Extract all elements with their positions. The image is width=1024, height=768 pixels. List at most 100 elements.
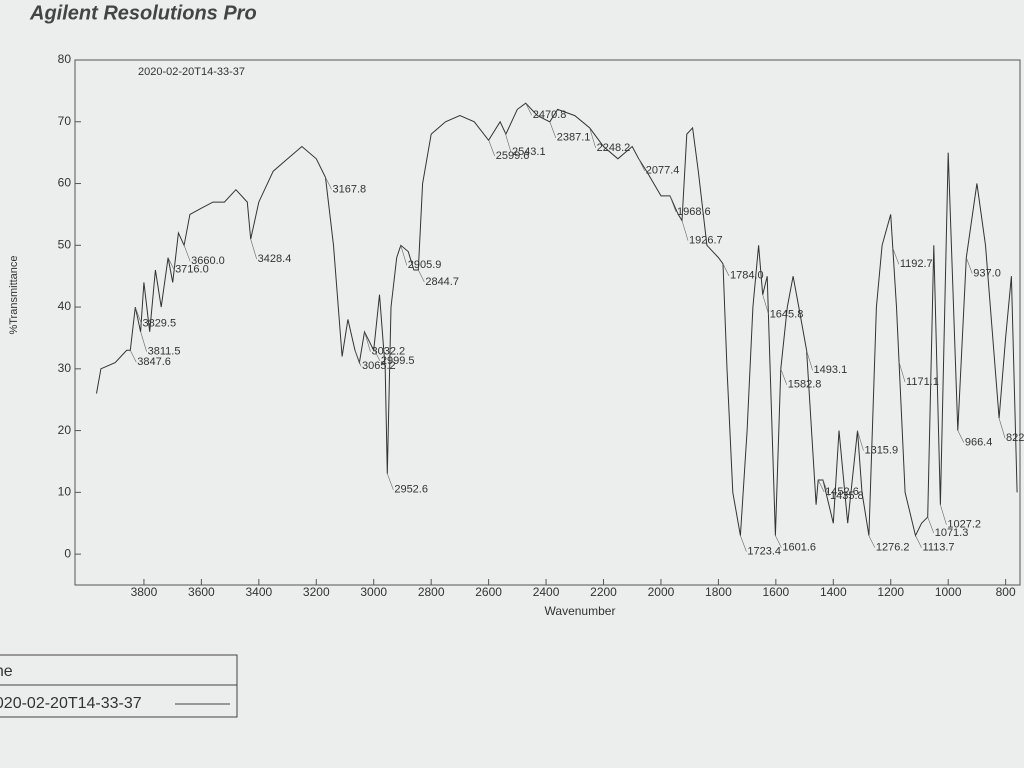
peak-leader xyxy=(589,127,596,149)
y-axis-label: %Transmittance xyxy=(8,255,20,334)
peak-leader xyxy=(898,361,906,383)
y-tick-label: 40 xyxy=(58,299,72,313)
peak-label: 2470.8 xyxy=(533,109,567,121)
peak-label: 1276.2 xyxy=(876,541,910,553)
peak-label: 1452.6 xyxy=(825,486,859,498)
peak-label: 1784.0 xyxy=(730,270,764,282)
x-tick-label: 3800 xyxy=(131,585,158,599)
x-tick-label: 3200 xyxy=(303,585,330,599)
x-tick-label: 1200 xyxy=(877,585,904,599)
peak-label: 1315.9 xyxy=(864,444,898,456)
y-tick-label: 80 xyxy=(58,52,72,66)
x-tick-label: 1600 xyxy=(762,585,789,599)
peak-leader xyxy=(373,348,381,362)
peak-label: 2952.6 xyxy=(394,484,428,496)
peak-leader xyxy=(167,257,175,270)
peak-label: 3847.6 xyxy=(137,356,171,368)
peak-leader xyxy=(364,331,371,352)
peak-leader xyxy=(762,294,769,315)
peak-leader xyxy=(722,263,730,276)
peak-label: 1113.7 xyxy=(923,541,955,553)
y-tick-label: 50 xyxy=(58,237,72,251)
peak-label: 1027.2 xyxy=(947,519,981,531)
spectrum-line xyxy=(96,102,1018,538)
peak-leader xyxy=(940,504,947,525)
peak-leader xyxy=(957,430,965,443)
y-tick-label: 70 xyxy=(58,114,72,128)
x-tick-label: 3400 xyxy=(245,585,272,599)
peak-label: 3811.5 xyxy=(148,346,181,358)
table-cell: 2020-02-20T14-33-37 xyxy=(0,695,142,712)
peak-label: 3660.0 xyxy=(191,255,225,267)
peak-leader xyxy=(418,269,425,283)
peak-label: 1926.7 xyxy=(689,234,723,246)
x-tick-label: 2400 xyxy=(533,585,560,599)
peak-leader xyxy=(775,535,782,548)
peak-leader xyxy=(998,418,1006,439)
peak-leader xyxy=(135,307,142,324)
peak-leader xyxy=(857,430,864,451)
peak-leader xyxy=(868,535,876,548)
peak-leader xyxy=(638,158,645,171)
peak-leader xyxy=(822,479,830,497)
peak-leader xyxy=(488,140,496,157)
plot-frame xyxy=(74,59,1021,586)
peak-label: 1723.4 xyxy=(747,545,781,557)
peak-label: 2248.2 xyxy=(597,142,631,154)
peak-leader xyxy=(740,535,747,552)
x-tick-label: 2600 xyxy=(475,585,502,599)
y-tick-label: 10 xyxy=(58,485,72,499)
x-tick-label: 1000 xyxy=(935,585,962,599)
peak-label: 2387.1 xyxy=(557,132,591,144)
peak-label: 2905.9 xyxy=(408,259,442,271)
peak-label: 1435.8 xyxy=(830,490,864,502)
peak-leader xyxy=(354,350,362,367)
y-tick-label: 60 xyxy=(58,176,72,190)
peak-label: 2599.6 xyxy=(496,150,530,162)
peak-label: 1192.7 xyxy=(900,258,933,270)
peak-leader xyxy=(525,103,532,116)
x-tick-label: 3600 xyxy=(188,585,215,599)
peak-label: 2844.7 xyxy=(425,276,459,288)
x-tick-label: 2200 xyxy=(590,585,617,599)
peak-label: 3428.4 xyxy=(258,253,292,265)
peak-leader xyxy=(250,239,257,260)
peak-leader xyxy=(129,350,137,363)
peak-leader xyxy=(927,516,934,534)
peak-label: 3829.5 xyxy=(142,318,176,330)
peak-label: 3716.0 xyxy=(175,264,209,276)
peak-leader xyxy=(504,132,512,153)
peak-leader xyxy=(780,368,788,385)
app-title: Agilent Resolutions Pro xyxy=(29,2,257,24)
x-tick-label: 2800 xyxy=(418,585,445,599)
y-tick-label: 20 xyxy=(58,423,72,437)
x-tick-label: 3000 xyxy=(360,585,387,599)
y-tick-label: 0 xyxy=(64,546,71,560)
peak-label: 2543.1 xyxy=(512,146,546,158)
peak-label: 3065.2 xyxy=(362,360,396,372)
peak-label: 1493.1 xyxy=(814,364,848,376)
peak-label: 822.9 xyxy=(1006,432,1024,444)
peak-label: 3167.8 xyxy=(333,183,367,195)
x-tick-label: 1800 xyxy=(705,585,732,599)
peak-leader xyxy=(669,195,677,212)
chart-subtitle: 2020-02-20T14-33-37 xyxy=(138,66,245,78)
peak-leader xyxy=(681,220,689,241)
table-header: Name xyxy=(0,663,13,680)
peak-label: 1171.1 xyxy=(906,376,939,388)
peak-leader xyxy=(915,535,922,548)
peak-leader xyxy=(387,473,394,490)
x-axis-label: Wavenumber xyxy=(545,604,616,618)
x-tick-label: 2000 xyxy=(648,585,675,599)
peak-leader xyxy=(140,331,147,352)
peak-label: 2077.4 xyxy=(646,165,680,177)
peak-leader xyxy=(817,479,825,493)
peak-leader xyxy=(183,245,191,262)
peak-label: 1071.3 xyxy=(935,527,969,539)
peak-label: 1645.8 xyxy=(770,309,804,321)
peak-label: 1968.6 xyxy=(677,206,711,218)
y-tick-label: 30 xyxy=(58,361,72,375)
peak-leader xyxy=(966,257,973,274)
peak-label: 937.0 xyxy=(973,268,1001,280)
